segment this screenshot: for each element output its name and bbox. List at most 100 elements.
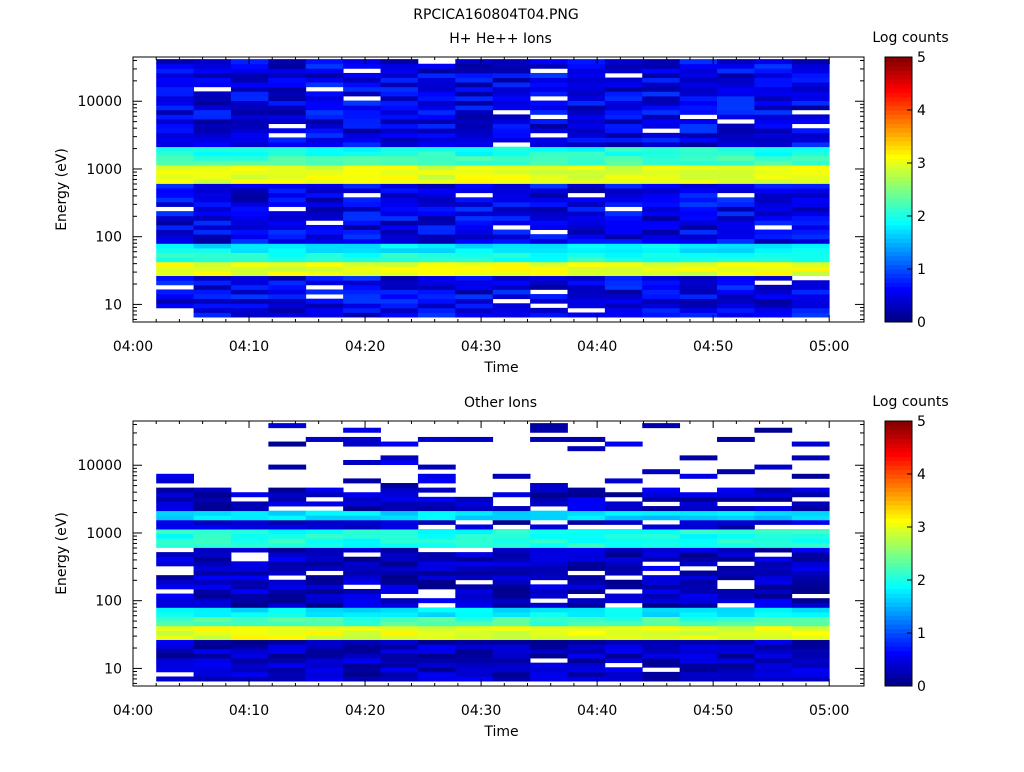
heatmap-cell (679, 635, 718, 641)
heatmap-cell (380, 192, 419, 198)
heatmap-cell (717, 229, 755, 235)
heatmap-cell (717, 220, 755, 226)
heatmap-cell (380, 119, 419, 125)
heatmap-cell (679, 579, 718, 585)
heatmap-cell (717, 515, 755, 521)
heatmap-cell (754, 515, 793, 521)
heatmap-cell (305, 183, 344, 189)
heatmap-cell (642, 169, 681, 175)
heatmap-cell (754, 584, 793, 590)
heatmap-cell (156, 667, 194, 673)
heatmap-cell (754, 169, 793, 175)
y-tick-label: 1000 (86, 526, 122, 542)
heatmap-cell (791, 165, 830, 171)
heatmap-cell (679, 515, 718, 521)
heatmap-cell (791, 662, 830, 668)
heatmap-cell (193, 515, 232, 521)
heatmap-cell (156, 602, 194, 608)
heatmap-cell (417, 238, 456, 244)
heatmap-cell (604, 123, 643, 129)
heatmap-cell (455, 630, 494, 636)
heatmap-cell (156, 178, 194, 184)
heatmap-cell (455, 271, 494, 277)
heatmap-cell (305, 552, 344, 558)
heatmap-cell (305, 211, 344, 217)
colorbar-segment (885, 531, 912, 537)
colorbar-segment (885, 154, 912, 160)
heatmap-cell (791, 487, 830, 493)
heatmap-cell (642, 238, 681, 244)
heatmap-cell (193, 487, 232, 493)
heatmap-cell (717, 289, 755, 295)
heatmap-cell (417, 436, 456, 442)
heatmap-cell (268, 215, 307, 221)
heatmap-cell (455, 109, 494, 115)
heatmap-cell (791, 538, 830, 544)
heatmap-cell (268, 192, 307, 198)
heatmap-cell (417, 132, 456, 138)
heatmap-cell (717, 100, 755, 106)
colorbar-segment (885, 171, 912, 177)
heatmap-cell (604, 639, 643, 645)
heatmap-cell (343, 284, 381, 290)
heatmap-cell (268, 658, 307, 664)
colorbar-segment (885, 456, 912, 462)
heatmap-cell (343, 671, 381, 677)
colorbar-segment (885, 92, 912, 98)
colorbar-segment (885, 553, 912, 559)
heatmap-cell (417, 575, 456, 581)
heatmap-cell (417, 72, 456, 78)
heatmap-cell (268, 266, 307, 272)
colorbar-tick-label: 1 (917, 262, 926, 278)
heatmap-cell (343, 271, 381, 277)
heatmap-cell (343, 128, 381, 134)
heatmap-cell (642, 100, 681, 106)
heatmap-cell (417, 312, 456, 318)
heatmap-cell (455, 155, 494, 161)
heatmap-cell (305, 556, 344, 562)
heatmap-cell (679, 542, 718, 548)
colorbar-segment (885, 127, 912, 133)
heatmap-cell (156, 247, 194, 253)
colorbar-segment (885, 610, 912, 616)
heatmap-cell (679, 247, 718, 253)
heatmap-cell (791, 575, 830, 581)
heatmap-cell (380, 616, 419, 622)
heatmap-cell (193, 109, 232, 115)
heatmap-cell (193, 91, 232, 97)
heatmap-cell (343, 234, 381, 240)
heatmap-cell (380, 524, 419, 530)
heatmap-cell (642, 82, 681, 88)
heatmap-cell (417, 630, 456, 636)
heatmap-cell (380, 630, 419, 636)
heatmap-cell (492, 128, 531, 134)
heatmap-cell (193, 611, 232, 617)
heatmap-cell (455, 257, 494, 263)
heatmap-cell (530, 224, 568, 230)
heatmap-cell (156, 501, 194, 507)
heatmap-cell (492, 234, 531, 240)
heatmap-cell (492, 611, 531, 617)
heatmap-cell (492, 635, 531, 641)
heatmap-cell (679, 570, 718, 576)
heatmap-cell (268, 160, 307, 166)
colorbar-segment (885, 465, 912, 471)
heatmap-cell (268, 667, 307, 673)
heatmap-cell (305, 234, 344, 240)
heatmap-cell (156, 298, 194, 304)
heatmap-cell (230, 492, 269, 498)
heatmap-cell (455, 501, 494, 507)
heatmap-cell (604, 59, 643, 65)
heatmap-cell (268, 441, 307, 447)
heatmap-cell (230, 146, 269, 152)
heatmap-cell (530, 275, 568, 281)
heatmap-cell (492, 676, 531, 682)
heatmap-cell (455, 515, 494, 521)
heatmap-cell (717, 271, 755, 277)
colorbar-tick-label: 5 (917, 414, 926, 430)
heatmap-cell (642, 280, 681, 286)
heatmap-cell (679, 160, 718, 166)
heatmap-cell (193, 524, 232, 530)
heatmap-cell (230, 524, 269, 530)
heatmap-cell (679, 473, 718, 479)
